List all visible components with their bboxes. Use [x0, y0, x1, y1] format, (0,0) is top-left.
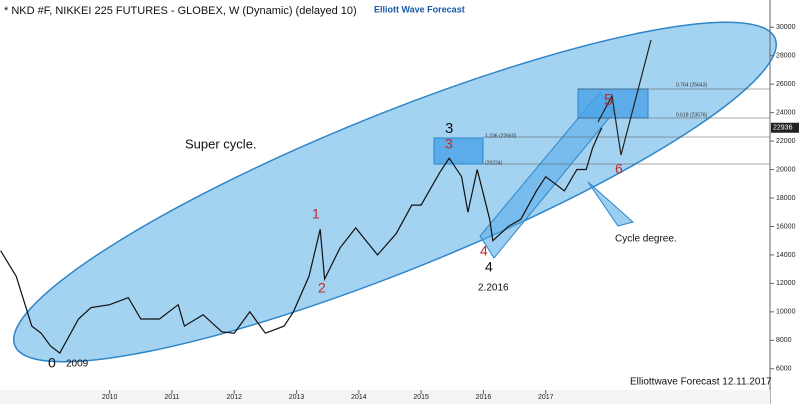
y-tick-label: 24000 [776, 109, 796, 116]
y-tick-label: 30000 [776, 24, 796, 31]
y-tick-label: 18000 [776, 195, 796, 202]
annotation: 0.618 (23576) [676, 112, 707, 118]
y-tick-label: 20000 [776, 166, 796, 173]
y-tick-label: 14000 [776, 252, 796, 259]
y-tick-label: 28000 [776, 53, 796, 60]
last-price-label: 22936 [773, 125, 793, 132]
x-tick-label: 2012 [226, 394, 242, 401]
y-tick-label: 10000 [776, 309, 796, 316]
last-price-box [771, 122, 799, 133]
footer: Elliottwave Forecast 12.11.2017 [630, 377, 772, 388]
chart-title: * NKD #F, NIKKEI 225 FUTURES - GLOBEX, W… [4, 5, 357, 17]
annotation: 6 [615, 161, 623, 177]
cycle-pointer [587, 181, 635, 227]
annotation: Cycle degree. [615, 234, 677, 245]
annotation: 0 [48, 355, 56, 371]
annotation: 2009 [66, 359, 89, 370]
x-axis-band [0, 390, 770, 404]
annotation: 3 [445, 120, 453, 137]
y-tick-label: 8000 [776, 337, 792, 344]
annotation: 1.236 (22660) [485, 133, 516, 139]
y-tick-label: 22000 [776, 138, 796, 145]
annotation: 0.764 (25643) [676, 82, 707, 88]
brand: Elliott Wave Forecast [374, 4, 465, 14]
y-tick-label: 26000 [776, 81, 796, 88]
x-tick-label: 2016 [476, 394, 492, 401]
x-tick-label: 2015 [413, 394, 429, 401]
annotation: 1 [312, 206, 320, 222]
annotation: 5 [604, 92, 613, 109]
annotation: 2.2016 [478, 283, 509, 294]
annotation: 3 [445, 136, 453, 152]
annotation: 4 [480, 243, 488, 259]
wave3-box [433, 137, 484, 165]
annotation: 4 [485, 259, 493, 275]
y-tick-label: 6000 [776, 366, 792, 373]
x-tick-label: 2011 [164, 394, 179, 401]
projection [597, 39, 652, 156]
x-tick-label: 2010 [102, 394, 118, 401]
x-tick-label: 2013 [289, 394, 305, 401]
annotation: 2 [318, 280, 326, 296]
y-tick-label: 16000 [776, 223, 796, 230]
annotation: Super cycle. [185, 136, 257, 151]
x-tick-label: 2017 [538, 394, 554, 401]
annotation: (20224) [485, 160, 503, 166]
y-tick-label: 12000 [776, 280, 796, 287]
price-line [0, 127, 603, 355]
x-tick-label: 2014 [351, 394, 367, 401]
